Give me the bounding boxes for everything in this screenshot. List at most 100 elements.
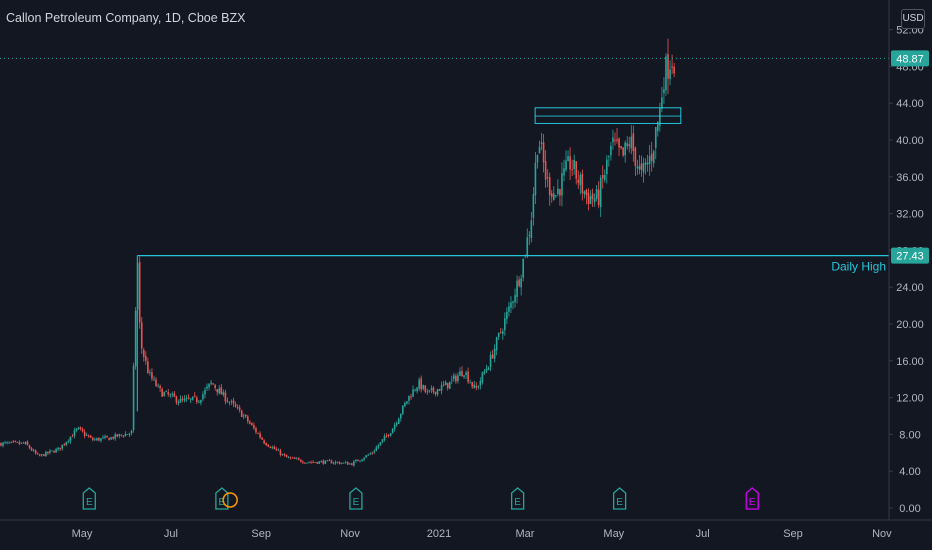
price-tick-label: 4.00: [899, 466, 920, 478]
candle-body: [155, 379, 157, 387]
price-tick-label: 32.00: [896, 209, 924, 221]
candle-body: [69, 436, 72, 442]
candle-body: [395, 423, 398, 426]
candle-body: [510, 302, 512, 308]
candle-body: [610, 145, 612, 156]
candle-body: [173, 393, 176, 397]
candle-body: [277, 450, 280, 451]
candle-body: [379, 442, 382, 446]
earnings-icon[interactable]: [349, 487, 363, 510]
candle-body: [465, 372, 467, 375]
price-tick-label: 12.00: [896, 393, 924, 405]
candle-body: [489, 354, 492, 367]
candle-body: [100, 438, 102, 441]
candle-body: [308, 462, 310, 464]
candle-body: [369, 453, 372, 455]
candle-body: [550, 193, 553, 197]
candle-body: [26, 441, 29, 446]
candle-body: [20, 442, 23, 444]
candle-body: [418, 379, 420, 389]
candle-body: [220, 387, 223, 395]
candle-body: [377, 445, 380, 448]
candle-body: [167, 392, 170, 395]
candle-body: [563, 168, 565, 176]
candle-body: [506, 311, 508, 320]
candle-body: [51, 450, 53, 452]
candle-body: [163, 392, 165, 396]
candle-body: [359, 460, 361, 462]
last-price-tag-text: 48.87: [896, 53, 924, 65]
time-tick-label: 2021: [427, 528, 451, 540]
candle-body: [414, 390, 416, 391]
candle-body: [603, 175, 606, 181]
resistance-zone-box[interactable]: [534, 107, 682, 124]
candle-body: [265, 443, 267, 446]
candle-body: [149, 372, 151, 373]
candle-body: [561, 173, 563, 196]
candle-body: [336, 461, 339, 463]
candle-body: [673, 66, 675, 74]
price-tick-label: 36.00: [896, 172, 924, 184]
candle-body: [230, 401, 233, 402]
candle-body: [426, 391, 429, 393]
candle-body: [171, 393, 174, 395]
candle-body: [397, 418, 400, 424]
candle-body: [153, 378, 155, 380]
drawings[interactable]: Daily High: [0, 57, 889, 274]
candle-body: [579, 174, 582, 186]
candle-body: [467, 371, 469, 382]
candle-body: [595, 189, 598, 199]
candle-body: [263, 440, 265, 444]
candle-body: [73, 430, 76, 436]
candle-body: [583, 191, 586, 195]
candle-body: [471, 382, 473, 387]
candle-body: [667, 54, 669, 79]
earnings-icon-label: E: [514, 497, 521, 508]
candle-body: [98, 437, 100, 441]
candle-body: [493, 348, 496, 359]
price-tick-label: 20.00: [896, 319, 924, 331]
candle-body: [24, 442, 27, 444]
candle-body: [532, 194, 535, 218]
candle-body: [499, 332, 502, 333]
daily-high-label: Daily High: [831, 260, 886, 274]
time-tick-label: Mar: [515, 528, 534, 540]
candle-body: [257, 432, 259, 434]
candle-body: [40, 454, 43, 456]
currency-button[interactable]: USD: [901, 9, 925, 29]
candle-body: [477, 386, 480, 388]
candle-body: [420, 378, 422, 390]
candle-body: [63, 444, 66, 445]
candle-body: [665, 56, 667, 91]
price-tick-label: 24.00: [896, 282, 924, 294]
candle-body: [518, 279, 520, 287]
candle-body: [314, 461, 316, 463]
candle-body: [236, 407, 239, 409]
candle-body: [593, 198, 596, 203]
candle-body: [83, 431, 86, 436]
candle-body: [514, 295, 516, 303]
candle-body: [461, 370, 463, 377]
earnings-icon[interactable]: [745, 487, 759, 510]
daily-high-tag-text: 27.43: [896, 251, 924, 263]
dividend-icon[interactable]: [222, 492, 238, 508]
candle-body: [94, 439, 96, 441]
candle-body: [469, 382, 471, 384]
candle-body: [18, 442, 21, 444]
candle-body: [614, 139, 616, 141]
candle-body: [208, 383, 210, 388]
candle-body: [479, 380, 482, 386]
candle-body: [612, 137, 614, 143]
candle-body: [138, 261, 141, 323]
candle-body: [212, 383, 214, 385]
earnings-icon[interactable]: [612, 487, 627, 510]
candle-body: [232, 400, 235, 404]
earnings-icon[interactable]: [82, 487, 96, 510]
candle-body: [628, 144, 631, 146]
candle-body: [640, 163, 643, 170]
earnings-icon[interactable]: [510, 487, 525, 510]
candle-body: [110, 437, 112, 440]
candle-body: [585, 189, 588, 196]
